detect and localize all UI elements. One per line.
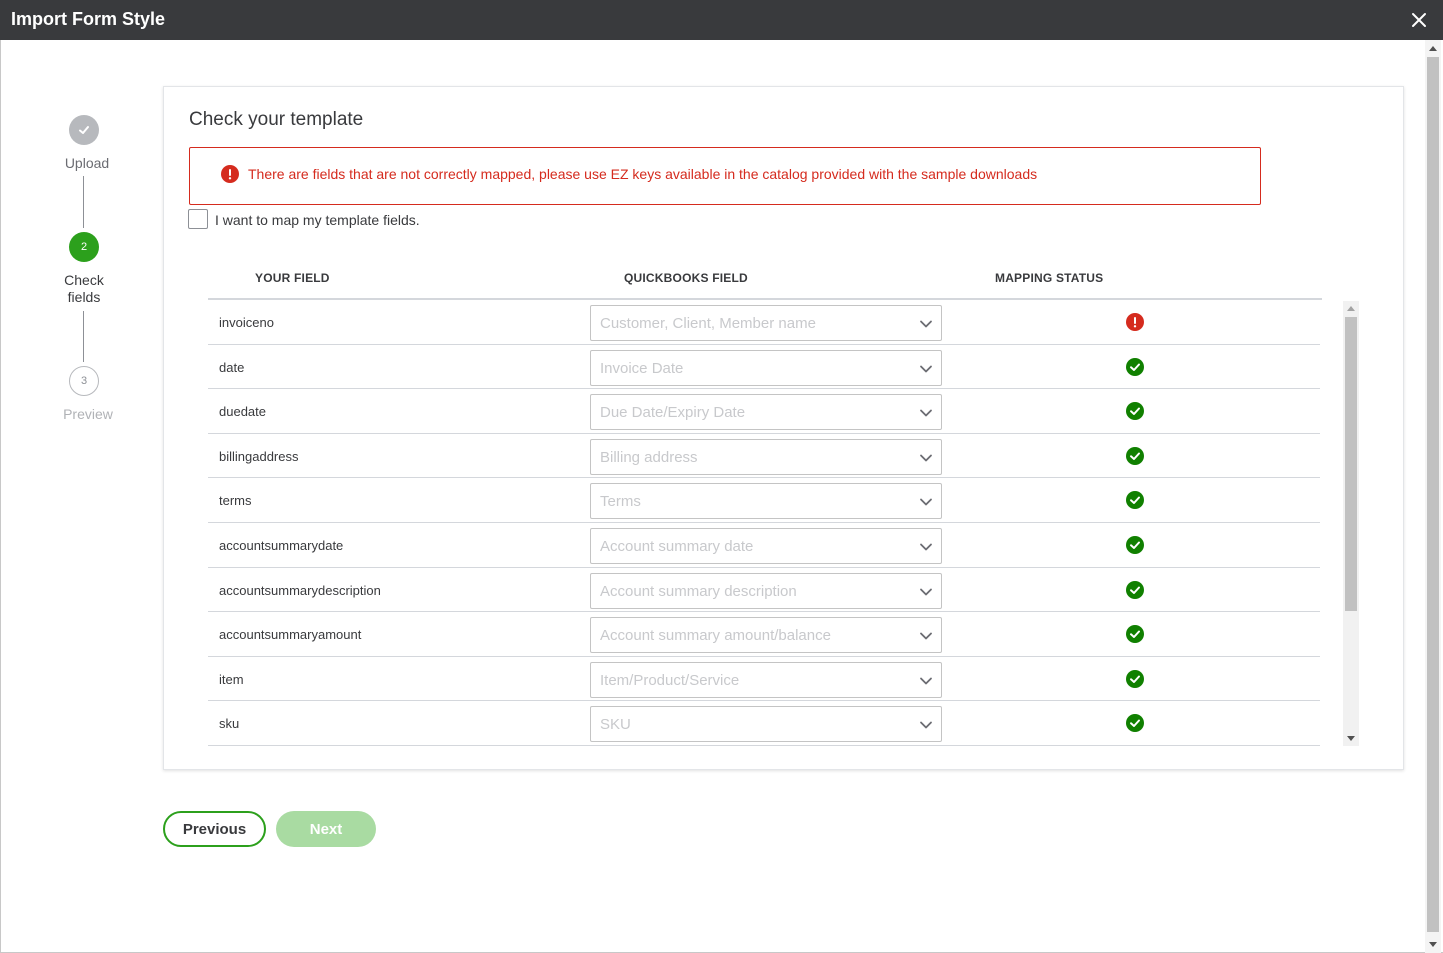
table-row: sku SKU bbox=[208, 701, 1320, 746]
mapping-error-alert: There are fields that are not correctly … bbox=[189, 147, 1261, 205]
error-icon bbox=[221, 165, 239, 183]
quickbooks-field-value: Account summary description bbox=[600, 582, 797, 600]
step-check-fields-label: Check fields bbox=[64, 272, 104, 305]
your-field-name: item bbox=[219, 671, 244, 687]
title-bar: Import Form Style bbox=[0, 0, 1443, 40]
card-title: Check your template bbox=[189, 109, 364, 130]
quickbooks-field-select[interactable]: Account summary description bbox=[590, 572, 942, 609]
quickbooks-field-value: Account summary date bbox=[600, 538, 754, 555]
chevron-down-icon[interactable] bbox=[919, 629, 933, 643]
step-upload-check-icon bbox=[69, 115, 99, 145]
quickbooks-field-value: Item/Product/Service bbox=[600, 671, 740, 689]
scroll-up-arrow-icon[interactable] bbox=[1429, 46, 1437, 51]
status-error-icon bbox=[1126, 313, 1144, 331]
quickbooks-field-select[interactable]: Account summary amount/balance bbox=[590, 617, 942, 654]
status-ok-icon bbox=[1126, 402, 1144, 421]
chevron-down-icon[interactable] bbox=[919, 674, 933, 688]
table-row: accountsummarydate Account summary date bbox=[208, 523, 1320, 568]
map-fields-checkbox[interactable] bbox=[188, 209, 208, 229]
previous-button[interactable]: Previous bbox=[163, 811, 266, 847]
your-field-name: duedate bbox=[219, 404, 266, 420]
chevron-down-icon[interactable] bbox=[919, 362, 933, 376]
chevron-down-icon[interactable] bbox=[919, 495, 933, 509]
quickbooks-field-select[interactable]: Customer, Client, Member name bbox=[590, 305, 942, 341]
step-check-fields-number: 2 bbox=[69, 232, 99, 262]
your-field-name: accountsummaryamount bbox=[219, 627, 362, 643]
your-field-name: terms bbox=[219, 493, 252, 509]
status-ok-icon bbox=[1126, 714, 1144, 733]
scrollbar-thumb[interactable] bbox=[1345, 317, 1357, 611]
quickbooks-field-select[interactable]: Billing address bbox=[590, 438, 942, 475]
table-row: duedate Due Date/Expiry Date bbox=[208, 389, 1320, 434]
step-upload-label: Upload bbox=[64, 155, 110, 171]
chevron-down-icon[interactable] bbox=[919, 317, 933, 331]
quickbooks-field-value: Due Date/Expiry Date bbox=[600, 404, 746, 422]
page-scrollbar[interactable] bbox=[1425, 40, 1441, 953]
status-ok-icon bbox=[1126, 446, 1144, 465]
quickbooks-field-select[interactable]: Terms bbox=[590, 483, 942, 520]
your-field-name: accountsummarydescription bbox=[219, 582, 381, 598]
status-ok-icon bbox=[1126, 491, 1144, 510]
quickbooks-field-value: Invoice Date bbox=[600, 359, 684, 377]
chevron-down-icon[interactable] bbox=[919, 540, 933, 554]
status-ok-icon bbox=[1126, 580, 1144, 599]
scroll-up-arrow-icon[interactable] bbox=[1347, 306, 1355, 311]
your-field-name: billingaddress bbox=[219, 448, 299, 464]
quickbooks-field-value: Customer, Client, Member name bbox=[600, 315, 816, 332]
quickbooks-field-value: Terms bbox=[600, 493, 641, 511]
status-ok-icon bbox=[1126, 625, 1144, 644]
next-button[interactable]: Next bbox=[276, 811, 376, 847]
your-field-name: date bbox=[219, 359, 245, 375]
template-check-card: Check your template There are fields tha… bbox=[163, 86, 1404, 770]
step-connector bbox=[83, 176, 84, 228]
your-field-name: sku bbox=[219, 716, 240, 732]
table-row: date Invoice Date bbox=[208, 345, 1320, 390]
table-scrollbar[interactable] bbox=[1343, 301, 1359, 746]
map-fields-label[interactable]: I want to map my template fields. bbox=[215, 212, 420, 228]
quickbooks-field-select[interactable]: SKU bbox=[590, 706, 942, 743]
table-row: accountsummaryamount Account summary amou… bbox=[208, 612, 1320, 657]
quickbooks-field-value: Account summary amount/balance bbox=[600, 627, 831, 645]
quickbooks-field-select[interactable]: Account summary date bbox=[590, 528, 942, 564]
column-header-mapping-status: MAPPING STATUS bbox=[995, 271, 1104, 285]
status-ok-icon bbox=[1126, 669, 1144, 688]
your-field-name: invoiceno bbox=[219, 315, 274, 330]
column-header-your-field: YOUR FIELD bbox=[255, 271, 330, 285]
table-row: terms Terms bbox=[208, 478, 1320, 523]
table-row: item Item/Product/Service bbox=[208, 657, 1320, 702]
quickbooks-field-value: SKU bbox=[600, 716, 631, 734]
scrollbar-thumb[interactable] bbox=[1427, 57, 1439, 932]
status-ok-icon bbox=[1126, 536, 1144, 554]
table-row: invoiceno Customer, Client, Member name bbox=[208, 300, 1320, 345]
close-icon[interactable] bbox=[1409, 10, 1429, 30]
alert-message: There are fields that are not correctly … bbox=[248, 166, 1038, 182]
column-header-quickbooks-field: QUICKBOOKS FIELD bbox=[624, 271, 748, 285]
table-row: accountsummarydescription Account summary… bbox=[208, 568, 1320, 613]
quickbooks-field-value: Billing address bbox=[600, 448, 698, 466]
mapping-table-body: invoiceno Customer, Client, Member name da… bbox=[208, 300, 1320, 746]
your-field-name: accountsummarydate bbox=[219, 538, 344, 553]
header-divider bbox=[208, 298, 1322, 300]
scroll-down-arrow-icon[interactable] bbox=[1429, 942, 1437, 947]
chevron-down-icon[interactable] bbox=[919, 585, 933, 599]
status-ok-icon bbox=[1126, 357, 1144, 376]
step-preview-label: Preview bbox=[63, 406, 113, 422]
step-connector bbox=[83, 311, 84, 362]
chevron-down-icon[interactable] bbox=[919, 406, 933, 420]
window-title: Import Form Style bbox=[11, 9, 166, 29]
scroll-down-arrow-icon[interactable] bbox=[1347, 736, 1355, 741]
quickbooks-field-select[interactable]: Item/Product/Service bbox=[590, 661, 942, 698]
quickbooks-field-select[interactable]: Due Date/Expiry Date bbox=[590, 394, 942, 431]
table-row: billingaddress Billing address bbox=[208, 434, 1320, 479]
quickbooks-field-select[interactable]: Invoice Date bbox=[590, 349, 942, 386]
chevron-down-icon[interactable] bbox=[919, 718, 933, 732]
chevron-down-icon[interactable] bbox=[919, 451, 933, 465]
step-preview-number: 3 bbox=[69, 366, 99, 396]
